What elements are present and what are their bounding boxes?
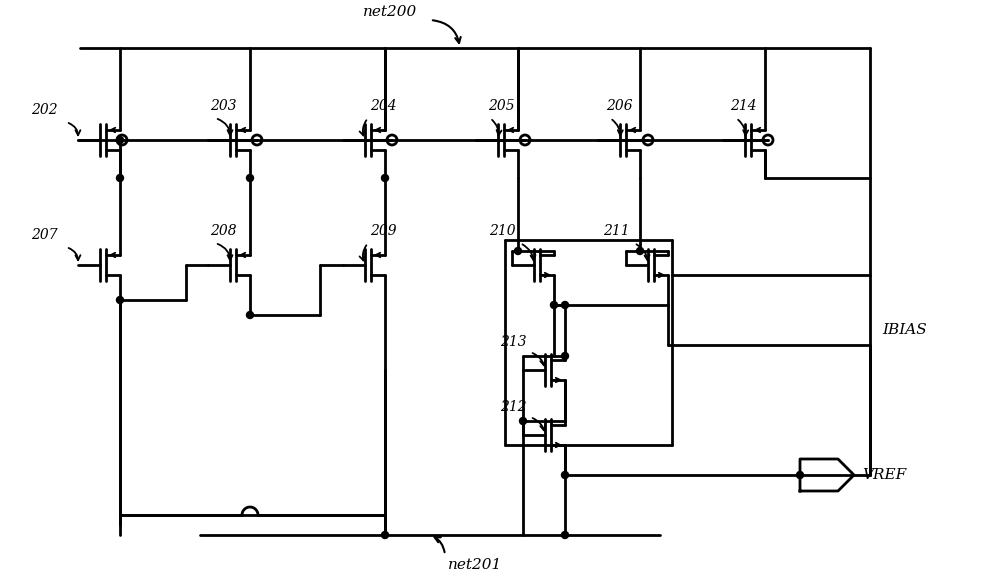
Circle shape — [247, 312, 254, 319]
Text: 210: 210 — [489, 224, 516, 238]
Text: 204: 204 — [370, 99, 397, 113]
Circle shape — [562, 532, 568, 539]
Circle shape — [796, 472, 803, 479]
Text: 212: 212 — [500, 400, 527, 414]
Circle shape — [562, 302, 568, 309]
Text: 214: 214 — [730, 99, 757, 113]
Text: IBIAS: IBIAS — [882, 323, 927, 337]
Circle shape — [514, 248, 522, 255]
Circle shape — [520, 417, 526, 425]
Circle shape — [637, 248, 644, 255]
Text: 206: 206 — [606, 99, 633, 113]
Text: net200: net200 — [363, 5, 417, 19]
Circle shape — [247, 175, 254, 182]
Circle shape — [382, 175, 388, 182]
Circle shape — [562, 472, 568, 479]
Text: VREF: VREF — [862, 468, 906, 482]
Text: 202: 202 — [31, 103, 58, 117]
Text: 213: 213 — [500, 335, 527, 349]
Circle shape — [550, 302, 558, 309]
Text: 207: 207 — [31, 228, 58, 242]
Circle shape — [382, 532, 388, 539]
Text: 209: 209 — [370, 224, 397, 238]
Text: 205: 205 — [488, 99, 515, 113]
Text: 203: 203 — [210, 99, 237, 113]
Text: net201: net201 — [448, 558, 502, 572]
Circle shape — [117, 136, 124, 143]
Circle shape — [562, 352, 568, 359]
Circle shape — [117, 296, 124, 303]
Text: 211: 211 — [603, 224, 630, 238]
Text: 208: 208 — [210, 224, 237, 238]
Circle shape — [117, 175, 124, 182]
